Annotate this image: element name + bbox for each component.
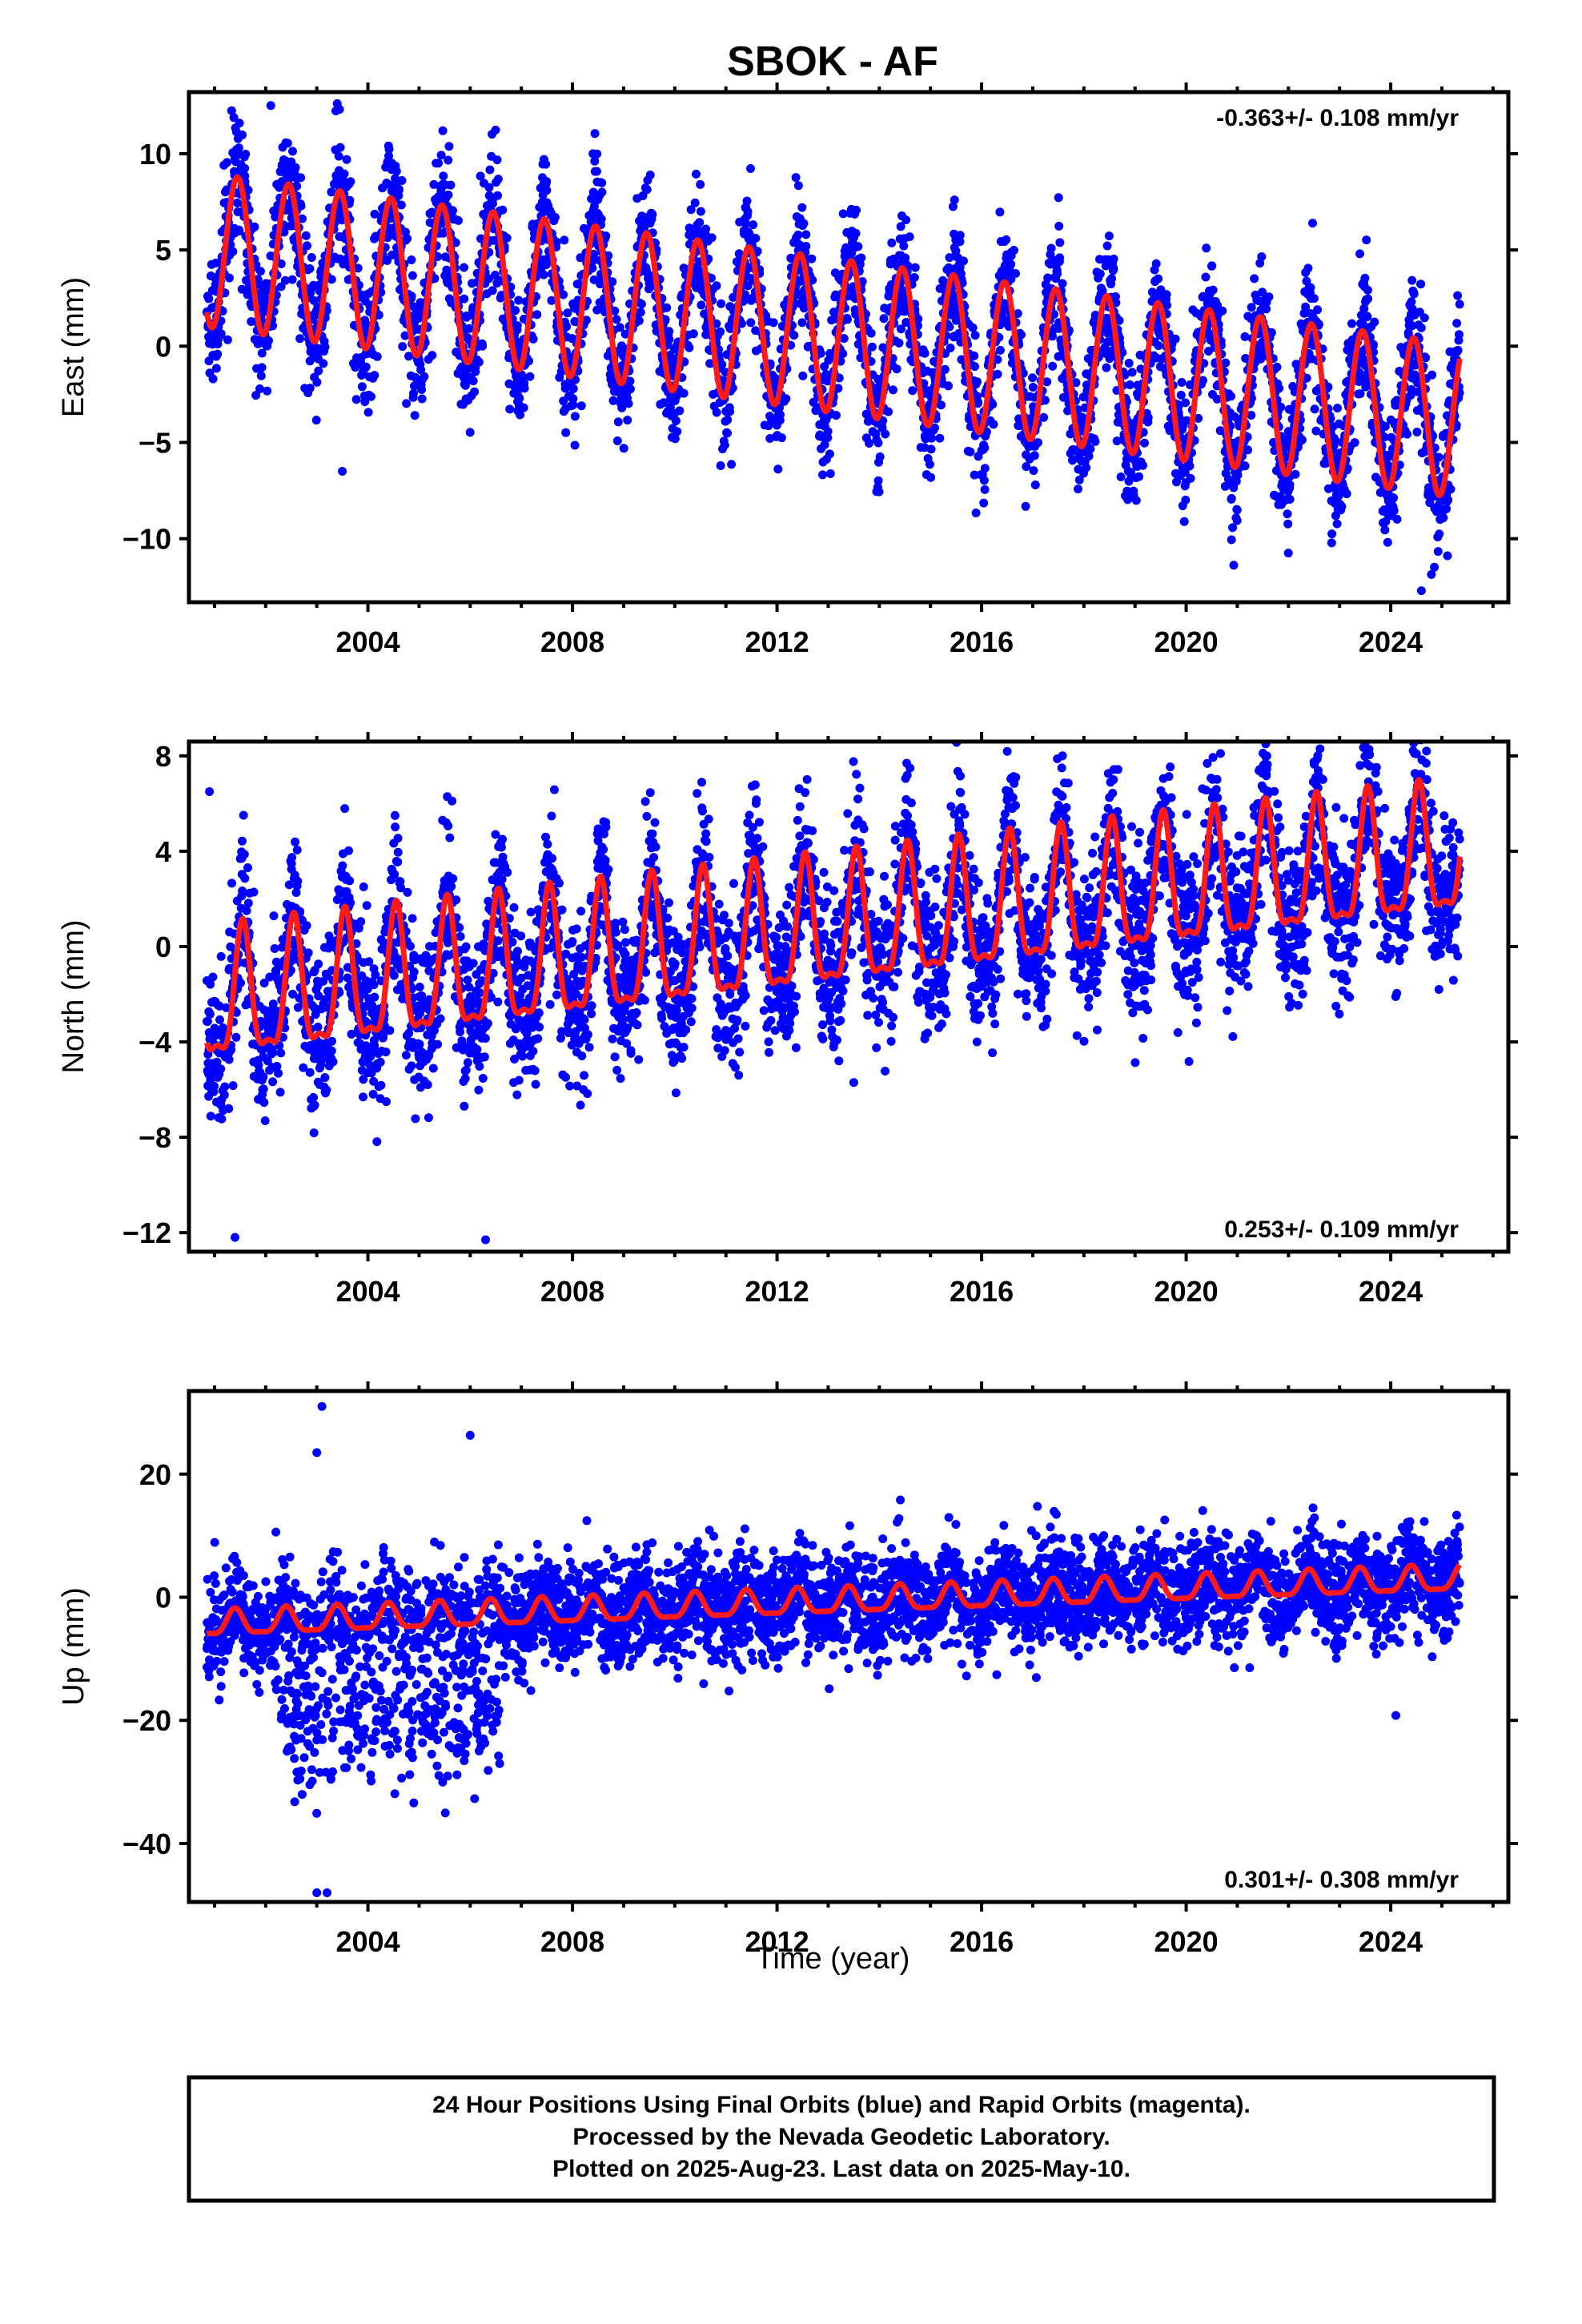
x-tick-label-north: 2016 [950, 1275, 1014, 1308]
x-tick-label-north: 2004 [336, 1275, 400, 1308]
y-tick-label-north: −12 [122, 1216, 171, 1249]
x-tick-label-east: 2008 [540, 625, 604, 658]
plot-area-east [202, 99, 1464, 596]
data-points-east [202, 99, 1464, 596]
figure-title: SBOK - AF [727, 38, 938, 85]
x-tick-label-north: 2012 [745, 1275, 809, 1308]
x-tick-label-up: 2016 [950, 1925, 1014, 1958]
y-tick-label-east: −5 [139, 426, 171, 459]
footer-line-3: Plotted on 2025-Aug-23. Last data on 202… [552, 2156, 1130, 2182]
y-tick-label-east: 10 [139, 138, 171, 171]
y-axis-label-north: North (mm) [57, 919, 90, 1073]
footer-box [187, 2075, 1496, 2203]
x-tick-label-up: 2024 [1359, 1925, 1423, 1958]
plot-area-up [202, 1401, 1464, 1897]
y-tick-label-east: 5 [155, 234, 171, 267]
y-axis-label-east: East (mm) [57, 277, 90, 417]
model-line-east [203, 174, 1463, 498]
x-tick-label-up: 2004 [336, 1925, 400, 1958]
y-tick-label-north: 0 [155, 931, 171, 963]
data-points-north [202, 742, 1464, 1244]
x-tick-label-east: 2016 [950, 625, 1014, 658]
y-tick-label-north: −4 [139, 1026, 171, 1059]
x-tick-label-east: 2012 [745, 625, 809, 658]
y-tick-label-up: −40 [122, 1827, 171, 1860]
x-tick-label-north: 2020 [1154, 1275, 1219, 1308]
y-tick-label-up: 20 [139, 1458, 171, 1491]
model-line-up [204, 1562, 1463, 1637]
y-tick-label-east: −10 [122, 523, 171, 556]
rate-annotation-up: 0.301+/- 0.308 mm/yr [1224, 1867, 1459, 1893]
data-points-up [202, 1401, 1464, 1897]
x-axis-label: Time (year) [756, 1942, 910, 1976]
panel-north: −12 −8 −4 0 4 8 2004 2008 2012 2016 2020 2024 North … [57, 732, 1518, 1308]
rate-annotation-north: 0.253+/- 0.109 mm/yr [1224, 1216, 1459, 1243]
x-tick-label-up: 2020 [1154, 1925, 1219, 1958]
y-tick-label-north: 4 [155, 835, 171, 868]
y-tick-label-up: −20 [122, 1704, 171, 1737]
x-tick-label-up: 2012 [745, 1925, 809, 1958]
frame-up [187, 1389, 1511, 1904]
x-tick-label-north: 2024 [1359, 1275, 1423, 1308]
x-tick-label-up: 2008 [540, 1925, 604, 1958]
y-tick-label-north: 8 [155, 740, 171, 773]
footer-line-2: Processed by the Nevada Geodetic Laborat… [572, 2124, 1110, 2150]
y-axis-label-up: Up (mm) [57, 1587, 90, 1706]
x-tick-label-east: 2024 [1359, 625, 1423, 658]
x-tick-label-east: 2020 [1154, 625, 1219, 658]
footer-line-1: 24 Hour Positions Using Final Orbits (bl… [432, 2092, 1251, 2118]
panel-east: −10 −5 0 5 10 2004 2008 2012 2016 2020 2024 East (m… [57, 82, 1518, 658]
x-tick-label-east: 2004 [336, 625, 400, 658]
x-tick-label-north: 2008 [540, 1275, 604, 1308]
model-line-north [204, 777, 1463, 1052]
frame-north [187, 739, 1511, 1254]
rate-annotation-east: -0.363+/- 0.108 mm/yr [1216, 105, 1459, 131]
y-tick-label-north: −8 [139, 1121, 171, 1154]
y-tick-label-up: 0 [155, 1582, 171, 1614]
panel-up: −40 −20 0 20 2004 2008 2012 2016 2020 2024 Up (mm)… [57, 1381, 1518, 1958]
y-tick-label-east: 0 [155, 330, 171, 363]
plot-area-north [202, 742, 1464, 1244]
